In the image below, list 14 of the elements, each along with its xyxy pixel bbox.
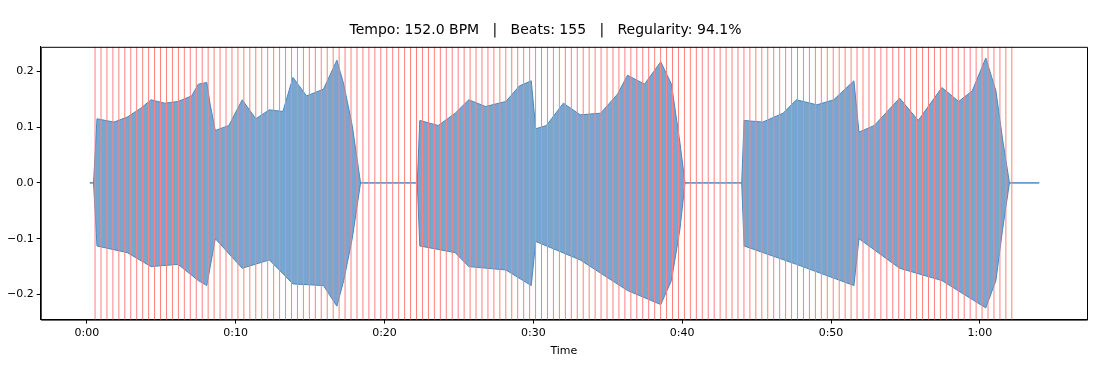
- x-tick-label: 0:20: [372, 326, 397, 340]
- x-tick-label: 0:00: [74, 326, 100, 340]
- y-tick-label: 0.0: [16, 175, 34, 189]
- x-tick-label: 0:30: [520, 326, 546, 340]
- x-axis-title: Time: [549, 344, 578, 358]
- chart-title: Tempo: 152.0 BPM | Beats: 155 | Regularity: 94.1%: [348, 21, 742, 39]
- x-tick-label: 0:50: [818, 326, 844, 340]
- x-tick-label: 1:00: [967, 326, 993, 340]
- x-tick-label: 0:10: [223, 326, 249, 340]
- y-tick-label: 0.1: [16, 119, 34, 133]
- y-tick-label: 0.2: [16, 64, 34, 78]
- y-tick-label: −0.2: [6, 287, 34, 301]
- x-tick-label: 0:40: [669, 326, 695, 340]
- y-tick-label: −0.1: [6, 231, 34, 245]
